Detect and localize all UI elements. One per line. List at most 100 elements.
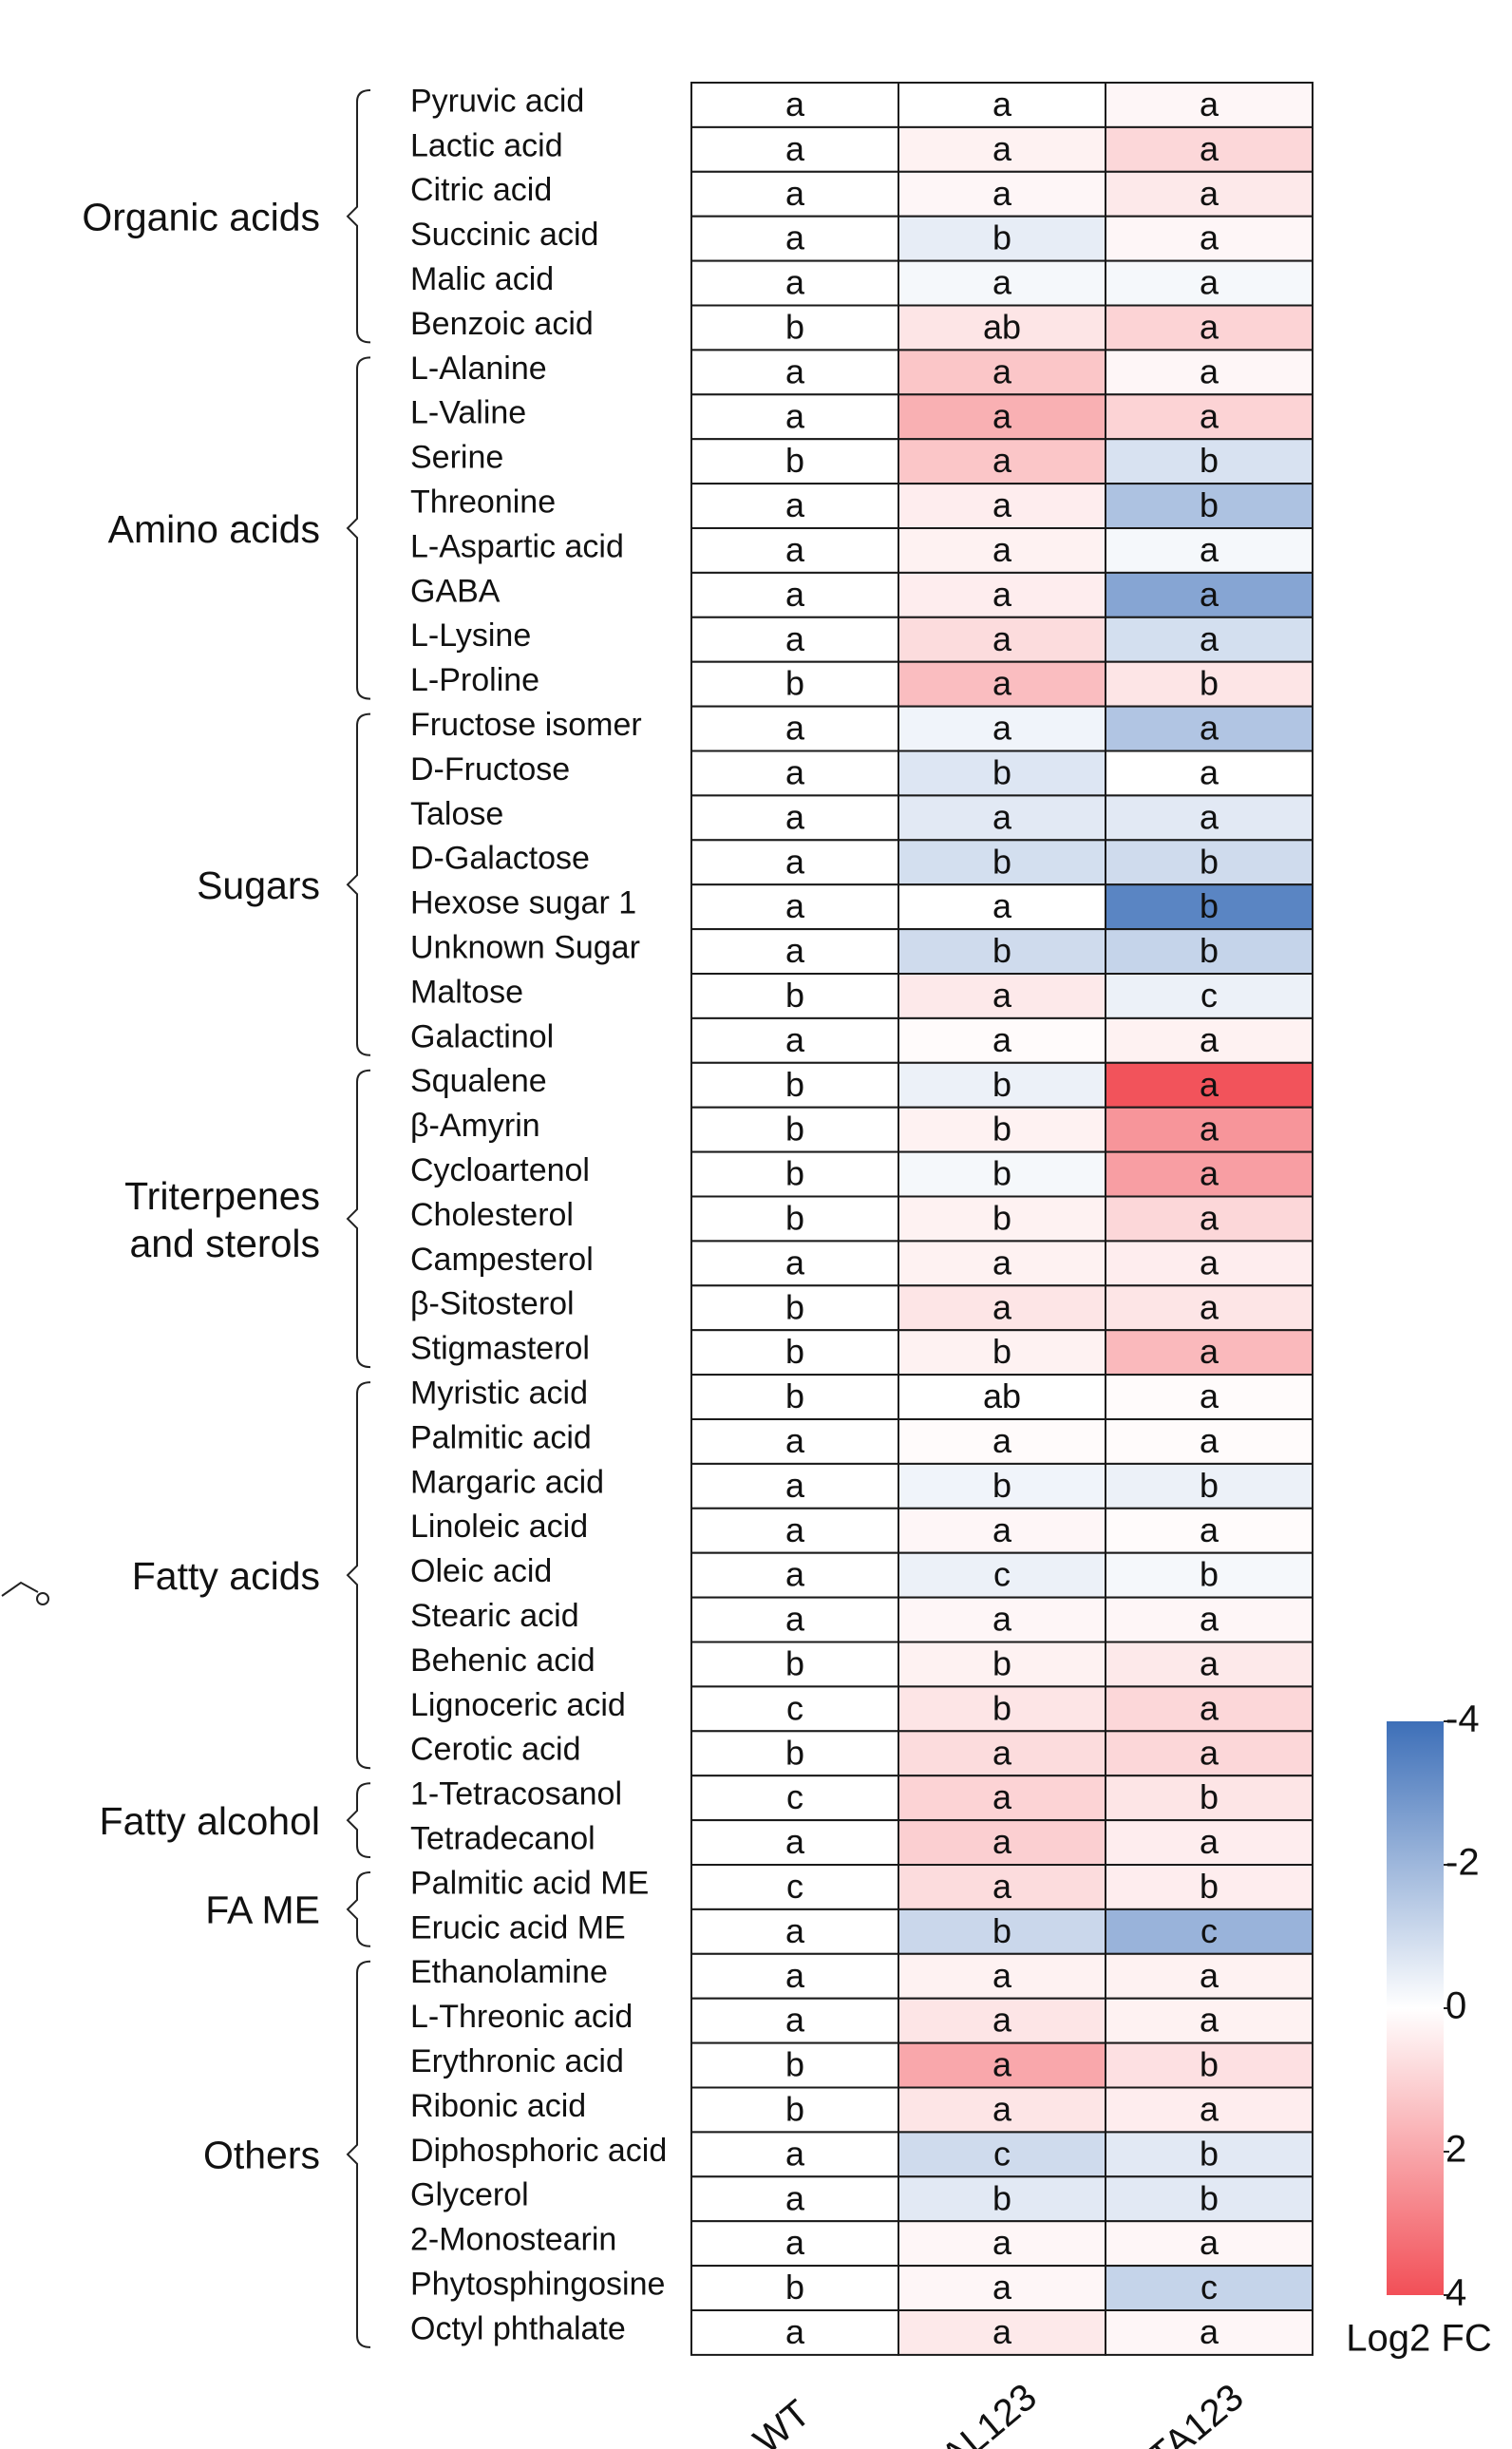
heatmap-cell: [898, 1596, 1106, 1643]
heatmap-cell: [898, 794, 1106, 842]
significance-letter: ab: [983, 307, 1021, 346]
significance-letter: c: [786, 1688, 803, 1727]
legend-tick-label: 4: [1446, 2272, 1466, 2314]
row-label: Squalene: [410, 1063, 547, 1099]
group-bracket: [346, 712, 371, 1056]
significance-letter: a: [992, 1777, 1012, 1816]
significance-letter: c: [786, 1777, 803, 1816]
significance-letter: a: [1200, 709, 1219, 748]
row-label: Linoleic acid: [410, 1509, 588, 1545]
significance-letter: a: [992, 1600, 1012, 1639]
row-label: Galactinol: [410, 1018, 554, 1054]
heatmap-cell: [1105, 1106, 1314, 1153]
significance-letter: a: [1200, 1688, 1219, 1727]
row-label: Citric acid: [410, 172, 552, 208]
significance-letter: a: [785, 1243, 805, 1281]
heatmap-cell: [1105, 1374, 1314, 1420]
significance-letter: b: [1200, 2178, 1219, 2217]
row-label: L-Proline: [410, 662, 539, 698]
significance-letter: b: [992, 842, 1011, 881]
significance-letter: b: [1200, 2045, 1219, 2084]
heatmap-cell: [898, 259, 1106, 307]
significance-letter: b: [992, 1065, 1011, 1104]
row-label: Succinic acid: [410, 217, 598, 253]
heatmap-cell: [1105, 215, 1314, 262]
heatmap-cell: [1105, 393, 1314, 441]
significance-letter: a: [1200, 1822, 1219, 1861]
row-label: Serine: [410, 440, 503, 476]
row-label: Pyruvic acid: [410, 83, 584, 119]
heatmap-cell: [1105, 2265, 1314, 2312]
significance-letter: b: [1200, 664, 1219, 703]
heatmap-cell: [1105, 1641, 1314, 1688]
heatmap-cell: [1105, 839, 1314, 886]
significance-letter: a: [785, 2178, 805, 2217]
group-label: Fatty alcohol: [100, 1799, 320, 1843]
significance-letter: a: [992, 351, 1012, 390]
legend-tick-label: 0: [1446, 1985, 1466, 2027]
significance-letter: a: [1200, 351, 1219, 390]
heatmap-cell: [898, 928, 1106, 975]
group-bracket: [346, 89, 371, 344]
significance-letter: b: [1200, 931, 1219, 970]
significance-letter: a: [785, 1466, 805, 1505]
heatmap-cell: [690, 1374, 899, 1420]
significance-letter: b: [1200, 2134, 1219, 2173]
heatmap-cell: [898, 1819, 1106, 1866]
significance-letter: c: [993, 2134, 1011, 2173]
row-label: Cholesterol: [410, 1197, 574, 1233]
row-label: Myristic acid: [410, 1376, 588, 1412]
group-label: Triterpenes: [124, 1174, 320, 1218]
row-label: L-Valine: [410, 395, 526, 431]
heatmap-cell: [690, 393, 899, 441]
significance-letter: a: [992, 263, 1012, 302]
heatmap-cell: [898, 1462, 1106, 1509]
heatmap-cell: [1105, 2086, 1314, 2134]
significance-letter: a: [1200, 1198, 1219, 1237]
heatmap-cell: [1105, 304, 1314, 351]
heatmap-cell: [690, 2131, 899, 2178]
significance-letter: a: [785, 1020, 805, 1059]
significance-letter: b: [785, 1643, 804, 1682]
significance-letter: a: [1200, 1956, 1219, 1995]
group-bracket: [346, 1960, 371, 2348]
row-label: Stearic acid: [410, 1598, 579, 1634]
significance-letter: a: [785, 1822, 805, 1861]
heatmap-cell: [898, 170, 1106, 218]
heatmap-cell: [690, 1418, 899, 1465]
row-label: Hexose sugar 1: [410, 885, 636, 921]
heatmap-cell: [1105, 571, 1314, 618]
group-label: Amino acids: [108, 507, 320, 551]
significance-letter: b: [992, 1154, 1011, 1193]
heatmap-cell: [898, 1641, 1106, 1688]
row-label: Octyl phthalate: [410, 2310, 626, 2346]
heatmap-cell: [690, 1284, 899, 1332]
significance-letter: a: [1200, 1600, 1219, 1639]
heatmap-cell: [1105, 1952, 1314, 2000]
heatmap-cell: [1105, 1016, 1314, 1064]
heatmap-cell: [1105, 527, 1314, 574]
row-label: Palmitic acid: [410, 1419, 592, 1455]
heatmap-cell: [898, 2309, 1106, 2356]
significance-letter: a: [992, 1867, 1012, 1906]
heatmap-cell: [1105, 438, 1314, 485]
significance-letter: a: [785, 575, 805, 614]
heatmap-cell: [690, 1016, 899, 1064]
heatmap-cell: [898, 839, 1106, 886]
significance-letter: a: [992, 396, 1012, 435]
heatmap-cell: [690, 2175, 899, 2223]
row-label: L-Alanine: [410, 351, 547, 387]
row-label: Palmitic acid ME: [410, 1865, 649, 1901]
significance-letter: b: [1200, 886, 1219, 925]
significance-letter: b: [992, 931, 1011, 970]
heatmap-cell: [1105, 705, 1314, 752]
heatmap-cell: [690, 1106, 899, 1153]
row-label: Erythronic acid: [410, 2043, 624, 2079]
heatmap-cell: [898, 483, 1106, 530]
significance-letter: b: [992, 1466, 1011, 1505]
row-label: L-Threonic acid: [410, 1999, 633, 2035]
row-label: Campesterol: [410, 1242, 594, 1278]
heatmap-cell: [1105, 1551, 1314, 1599]
legend-color-bar: [1387, 1721, 1444, 2295]
column-label: WT: [746, 2392, 818, 2449]
